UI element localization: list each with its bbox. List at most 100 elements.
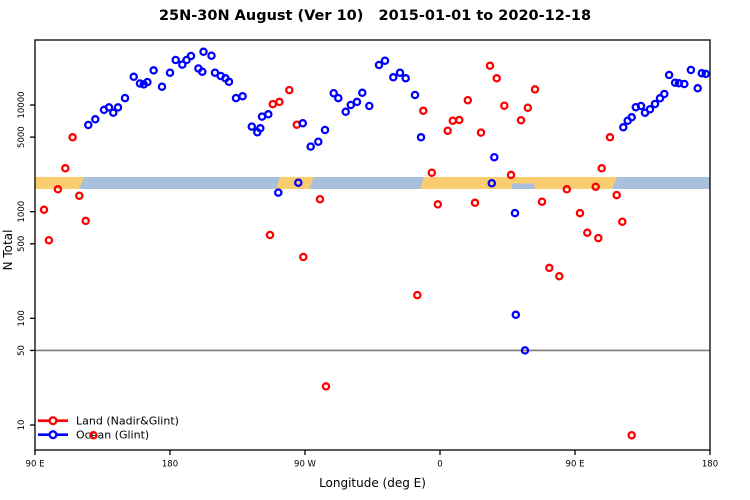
data-point bbox=[165, 68, 175, 77]
data-point bbox=[294, 178, 303, 187]
data-point bbox=[299, 252, 308, 262]
data-point bbox=[401, 74, 410, 83]
y-axis: 10 50 100 500 1000 5000 10000 bbox=[17, 91, 35, 430]
data-point bbox=[612, 190, 621, 200]
data-point bbox=[650, 99, 660, 109]
data-point bbox=[265, 230, 275, 240]
data-point bbox=[591, 182, 600, 192]
legend-marker-circle bbox=[48, 416, 58, 426]
y-tick-label: 5000 bbox=[17, 126, 27, 148]
data-point bbox=[113, 103, 123, 112]
data-point bbox=[224, 77, 234, 87]
data-point bbox=[516, 116, 526, 125]
data-point bbox=[410, 90, 420, 100]
data-point bbox=[365, 101, 374, 111]
data-point bbox=[75, 191, 84, 200]
data-point bbox=[346, 100, 356, 110]
data-point bbox=[433, 200, 443, 209]
y-tick-label: 100 bbox=[17, 310, 27, 326]
data-point bbox=[520, 346, 530, 355]
legend-marker-circle bbox=[48, 430, 58, 440]
data-point bbox=[490, 152, 499, 162]
band-ocean-notch bbox=[512, 183, 535, 189]
legend: Land (Nadir&Glint)Ocean (Glint) bbox=[38, 415, 179, 442]
data-point bbox=[419, 106, 428, 116]
x-tick-label: 90 E bbox=[26, 460, 45, 470]
data-point bbox=[285, 85, 294, 95]
y-axis-title: N Total bbox=[1, 230, 15, 271]
data-point bbox=[395, 68, 405, 77]
data-point bbox=[334, 93, 343, 103]
data-point bbox=[506, 170, 516, 180]
data-point bbox=[470, 198, 480, 208]
data-point bbox=[448, 116, 458, 125]
data-point bbox=[238, 91, 247, 101]
data-point bbox=[315, 194, 325, 204]
series-land bbox=[39, 61, 636, 440]
data-point bbox=[374, 60, 384, 70]
x-tick-label: 90 E bbox=[566, 460, 585, 470]
data-point bbox=[655, 94, 665, 103]
data-point bbox=[427, 168, 437, 177]
data-point bbox=[84, 120, 93, 130]
x-tick-label: 180 bbox=[702, 460, 718, 470]
y-tick-label: 10000 bbox=[17, 91, 27, 118]
data-point bbox=[627, 431, 636, 440]
data-point bbox=[186, 51, 196, 61]
data-point bbox=[485, 61, 495, 71]
data-point bbox=[91, 115, 100, 124]
data-point bbox=[247, 122, 257, 131]
data-point bbox=[511, 310, 521, 320]
data-point bbox=[178, 60, 187, 69]
data-point bbox=[341, 107, 350, 116]
data-point bbox=[81, 216, 90, 226]
x-axis: 90 E 180 90 W 0 90 E 180 bbox=[26, 450, 718, 470]
surface-type-band bbox=[35, 177, 710, 189]
data-point bbox=[274, 188, 283, 197]
data-point bbox=[686, 65, 696, 75]
y-tick-label: 500 bbox=[17, 236, 27, 252]
data-point bbox=[575, 208, 585, 218]
data-point bbox=[53, 185, 63, 194]
x-tick-label: 90 W bbox=[294, 460, 317, 470]
data-point bbox=[143, 77, 152, 87]
x-axis-title: Longitude (deg E) bbox=[319, 476, 426, 490]
legend-label: Land (Nadir&Glint) bbox=[76, 415, 179, 428]
data-point bbox=[39, 205, 49, 215]
data-point bbox=[537, 197, 547, 206]
data-point bbox=[618, 217, 627, 226]
data-point bbox=[693, 84, 702, 93]
data-point bbox=[314, 137, 323, 146]
data-point bbox=[701, 69, 710, 79]
data-point bbox=[455, 115, 464, 125]
data-point bbox=[636, 101, 646, 111]
y-tick-label: 50 bbox=[17, 345, 27, 356]
data-point bbox=[268, 99, 278, 109]
data-point bbox=[298, 119, 308, 128]
data-point bbox=[171, 55, 180, 65]
data-point bbox=[199, 47, 208, 57]
data-point bbox=[320, 125, 330, 135]
data-point bbox=[697, 69, 707, 78]
x-tick-label: 180 bbox=[162, 460, 178, 470]
data-point bbox=[231, 93, 241, 103]
data-point bbox=[120, 93, 130, 103]
data-point bbox=[619, 123, 628, 132]
data-point bbox=[207, 51, 216, 60]
data-point bbox=[562, 185, 572, 194]
data-point bbox=[555, 272, 564, 281]
data-point bbox=[500, 101, 509, 110]
data-point bbox=[89, 431, 98, 440]
data-point bbox=[198, 67, 207, 76]
data-point bbox=[670, 78, 680, 87]
data-point bbox=[413, 290, 422, 300]
data-point bbox=[129, 72, 138, 82]
data-point bbox=[61, 164, 70, 173]
data-point bbox=[605, 133, 615, 142]
data-point bbox=[530, 85, 540, 94]
data-point bbox=[463, 95, 473, 105]
data-point bbox=[597, 164, 606, 173]
data-point bbox=[149, 66, 158, 75]
data-point bbox=[443, 126, 452, 135]
data-point bbox=[645, 105, 655, 114]
